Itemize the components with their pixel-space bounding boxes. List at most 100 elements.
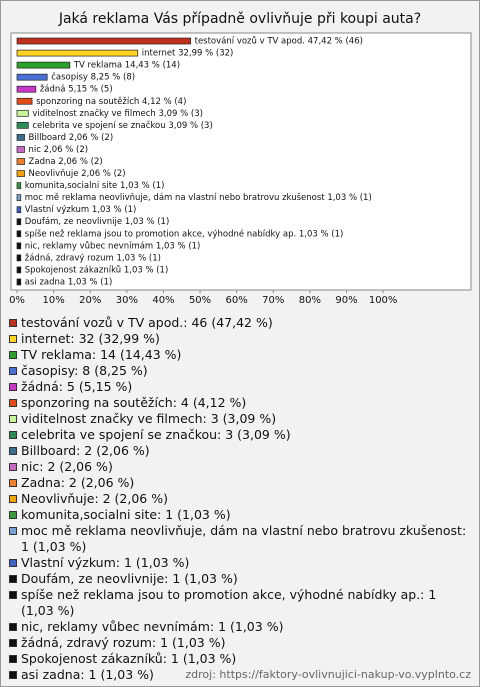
legend-label: internet: 32 (32,99 %) bbox=[21, 331, 160, 346]
legend-swatch bbox=[9, 575, 17, 583]
bar bbox=[16, 97, 33, 105]
legend-label: nic: 2 (2,06 %) bbox=[21, 459, 113, 474]
value-label: sponzoring na soutěžích 4,12 % (4) bbox=[36, 97, 186, 107]
legend-item: Billboard: 2 (2,06 %) bbox=[9, 443, 471, 459]
value-label: Zadna 2,06 % (2) bbox=[29, 157, 103, 167]
value-label: Spokojenost zákazníků 1,03 % (1) bbox=[25, 264, 169, 275]
bar bbox=[16, 278, 22, 286]
value-label: žádná 5,15 % (5) bbox=[40, 85, 113, 95]
bar bbox=[16, 242, 22, 250]
legend-item: internet: 32 (32,99 %) bbox=[9, 331, 471, 347]
bar bbox=[16, 49, 139, 57]
x-tick-label: 70% bbox=[262, 295, 284, 306]
legend-item: TV reklama: 14 (14,43 %) bbox=[9, 347, 471, 363]
x-tick-label: 50% bbox=[189, 295, 211, 306]
value-label: Doufám, ze neovlivnije 1,03 % (1) bbox=[25, 217, 170, 227]
x-tick-label: 100% bbox=[369, 295, 398, 306]
legend-label: časopisy: 8 (8,25 %) bbox=[21, 363, 148, 378]
bar bbox=[16, 230, 22, 238]
legend-item: nic, reklamy vůbec nevnímám: 1 (1,03 %) bbox=[9, 619, 471, 635]
legend-item: spíše než reklama jsou to promotion akce… bbox=[9, 587, 471, 619]
plot-area bbox=[10, 32, 472, 291]
legend-item: Vlastní výzkum: 1 (1,03 %) bbox=[9, 555, 471, 571]
legend-swatch bbox=[9, 623, 17, 631]
value-label: spíše než reklama jsou to promotion akce… bbox=[25, 228, 344, 239]
bar bbox=[16, 109, 29, 117]
legend-label: Doufám, ze neovlivnije: 1 (1,03 %) bbox=[21, 571, 238, 586]
legend-item: moc mě reklama neovlivňuje, dám na vlast… bbox=[9, 523, 471, 555]
value-label: moc mě reklama neovlivňuje, dám na vlast… bbox=[25, 192, 372, 203]
legend-swatch bbox=[9, 383, 17, 391]
value-label: asi zadna 1,03 % (1) bbox=[25, 277, 113, 287]
legend-swatch bbox=[9, 479, 17, 487]
legend-swatch bbox=[9, 527, 17, 535]
legend-swatch bbox=[9, 495, 17, 503]
legend-item: Zadna: 2 (2,06 %) bbox=[9, 475, 471, 491]
legend-item: Spokojenost zákazníků: 1 (1,03 %) bbox=[9, 651, 471, 667]
legend-label: spíše než reklama jsou to promotion akce… bbox=[21, 587, 437, 618]
bar bbox=[16, 170, 25, 177]
legend-swatch bbox=[9, 639, 17, 647]
bar bbox=[16, 218, 22, 226]
bar bbox=[16, 37, 191, 45]
bar bbox=[16, 146, 25, 153]
bar bbox=[16, 266, 22, 274]
bar bbox=[16, 254, 22, 262]
legend-label: moc mě reklama neovlivňuje, dám na vlast… bbox=[21, 523, 467, 554]
value-label: časopisy 8,25 % (8) bbox=[51, 72, 135, 83]
bar bbox=[16, 85, 37, 93]
legend-label: viditelnost značky ve filmech: 3 (3,09 %… bbox=[21, 411, 277, 426]
bar bbox=[16, 182, 22, 189]
legend-swatch bbox=[9, 399, 17, 407]
x-tick-label: 90% bbox=[335, 295, 357, 306]
value-label: testování vozů v TV apod. 47,42 % (46) bbox=[195, 36, 363, 47]
x-tick-label: 10% bbox=[42, 295, 64, 306]
value-label: žádná, zdravý rozum 1,03 % (1) bbox=[25, 253, 161, 263]
legend: testování vozů v TV apod.: 46 (47,42 %) i… bbox=[9, 315, 471, 683]
legend-swatch bbox=[9, 671, 17, 679]
bar bbox=[16, 194, 22, 201]
legend-item: Doufám, ze neovlivnije: 1 (1,03 %) bbox=[9, 571, 471, 587]
legend-item: časopisy: 8 (8,25 %) bbox=[9, 363, 471, 379]
legend-swatch bbox=[9, 367, 17, 375]
x-tick-label: 20% bbox=[79, 295, 101, 306]
legend-swatch bbox=[9, 335, 17, 343]
legend-label: asi zadna: 1 (1,03 %) bbox=[21, 667, 154, 682]
x-tick-label: 30% bbox=[116, 295, 138, 306]
legend-item: Neovlivňuje: 2 (2,06 %) bbox=[9, 491, 471, 507]
value-label: TV reklama 14,43 % (14) bbox=[73, 61, 180, 71]
x-tick-label: 0% bbox=[9, 295, 25, 306]
legend-label: Zadna: 2 (2,06 %) bbox=[21, 475, 135, 490]
legend-item: žádná, zdravý rozum: 1 (1,03 %) bbox=[9, 635, 471, 651]
legend-label: žádná, zdravý rozum: 1 (1,03 %) bbox=[21, 635, 226, 650]
legend-item: testování vozů v TV apod.: 46 (47,42 %) bbox=[9, 315, 471, 331]
x-tick-label: 60% bbox=[226, 295, 248, 306]
legend-label: testování vozů v TV apod.: 46 (47,42 %) bbox=[21, 315, 273, 330]
legend-label: žádná: 5 (5,15 %) bbox=[21, 379, 133, 394]
legend-swatch bbox=[9, 351, 17, 359]
value-label: Billboard 2,06 % (2) bbox=[29, 133, 114, 143]
legend-swatch bbox=[9, 511, 17, 519]
legend-item: celebrita ve spojení se značkou: 3 (3,09… bbox=[9, 427, 471, 443]
x-tick-label: 40% bbox=[152, 295, 174, 306]
source: zdroj: https://faktory-ovlivnujici-nakup… bbox=[185, 668, 471, 681]
legend-item: nic: 2 (2,06 %) bbox=[9, 459, 471, 475]
bar bbox=[16, 61, 71, 69]
value-label: komunita,socialni site 1,03 % (1) bbox=[25, 181, 165, 191]
value-label: celebrita ve spojení se značkou 3,09 % (… bbox=[32, 120, 212, 131]
legend-label: komunita,socialni site: 1 (1,03 %) bbox=[21, 507, 231, 522]
legend-swatch bbox=[9, 463, 17, 471]
legend-label: Billboard: 2 (2,06 %) bbox=[21, 443, 150, 458]
bar bbox=[16, 158, 25, 165]
bar bbox=[16, 206, 22, 214]
value-label: nic 2,06 % (2) bbox=[29, 145, 89, 155]
legend-label: celebrita ve spojení se značkou: 3 (3,09… bbox=[21, 427, 291, 442]
legend-label: TV reklama: 14 (14,43 %) bbox=[21, 347, 182, 362]
bar bbox=[16, 73, 48, 81]
legend-item: viditelnost značky ve filmech: 3 (3,09 %… bbox=[9, 411, 471, 427]
legend-swatch bbox=[9, 447, 17, 455]
value-label: Neovlivňuje 2,06 % (2) bbox=[29, 168, 126, 179]
value-label: viditelnost značky ve filmech 3,09 % (3) bbox=[32, 108, 203, 119]
value-label: internet 32,99 % (32) bbox=[142, 49, 234, 59]
